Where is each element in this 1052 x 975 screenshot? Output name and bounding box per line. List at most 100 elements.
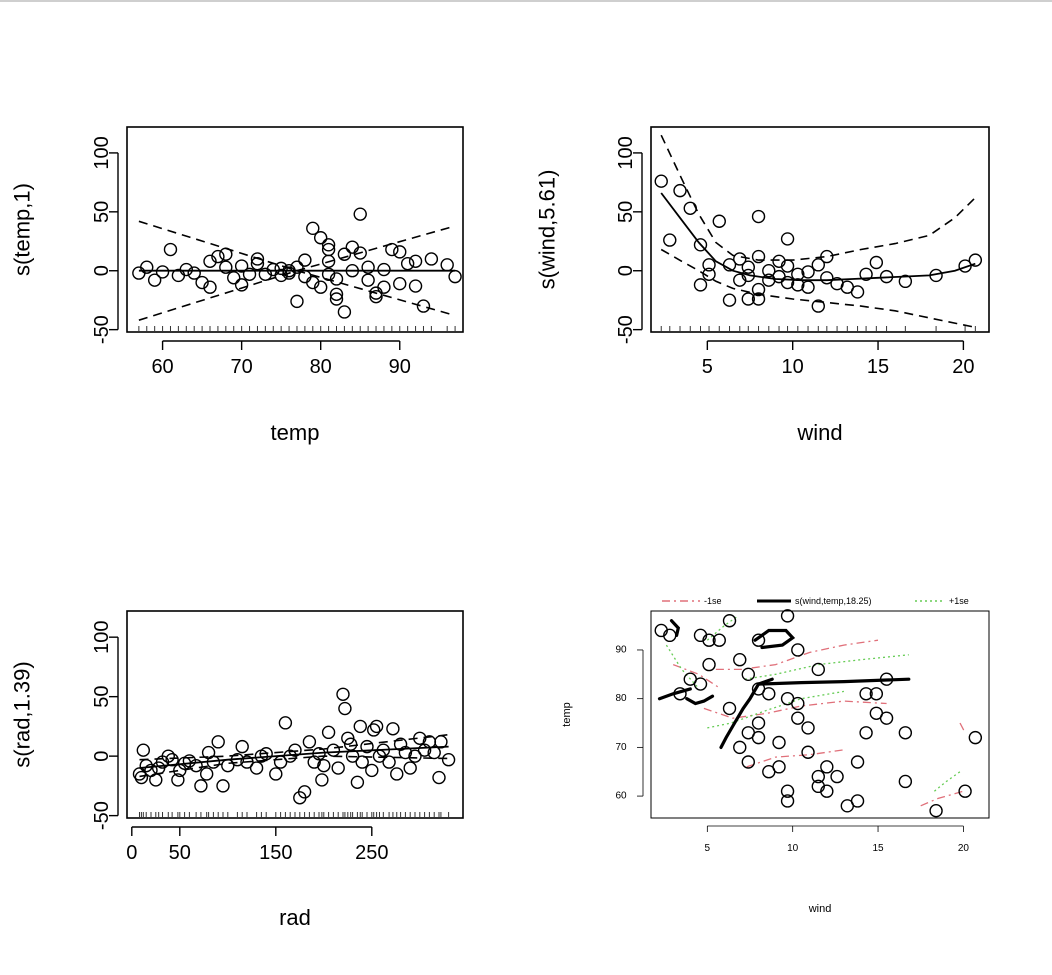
data-point xyxy=(408,279,423,293)
data-point xyxy=(772,735,786,750)
data-point xyxy=(321,725,336,740)
data-point xyxy=(791,711,805,725)
data-point xyxy=(369,289,383,304)
plot-frame xyxy=(650,126,990,333)
data-point xyxy=(398,745,413,760)
plot-frame xyxy=(126,610,464,819)
data-point xyxy=(733,740,747,755)
y-tick-label: 90 xyxy=(615,644,627,655)
data-point xyxy=(762,687,776,701)
data-point xyxy=(929,268,943,283)
plot-frame xyxy=(650,610,990,819)
data-point xyxy=(702,657,716,672)
data-point xyxy=(811,662,825,677)
data-point xyxy=(149,773,163,787)
data-point xyxy=(850,755,865,769)
y-tick-label: 50 xyxy=(91,686,113,708)
y-tick-label: 100 xyxy=(91,620,113,653)
data-point xyxy=(290,294,304,309)
data-point xyxy=(315,773,329,787)
y-tick-label: -50 xyxy=(91,315,113,344)
data-point xyxy=(219,247,233,261)
x-axis-label: wind xyxy=(796,420,842,445)
data-point xyxy=(434,735,448,749)
x-tick-label: 150 xyxy=(259,842,292,864)
data-point xyxy=(400,256,415,271)
data-point xyxy=(683,201,697,215)
data-point xyxy=(288,743,302,757)
data-point xyxy=(139,758,153,773)
data-point xyxy=(173,763,187,778)
legend-label: +1se xyxy=(949,596,969,606)
x-tick-label: 250 xyxy=(355,842,388,864)
data-point xyxy=(136,743,151,757)
x-tick-label: 90 xyxy=(389,356,411,378)
data-point xyxy=(741,755,756,769)
data-point xyxy=(361,260,375,274)
y-tick-label: 0 xyxy=(615,265,637,276)
data-point xyxy=(235,739,249,754)
y-tick-label: -50 xyxy=(615,315,637,344)
data-point xyxy=(259,747,273,761)
data-point xyxy=(791,696,805,711)
data-point xyxy=(654,174,668,188)
data-point xyxy=(165,753,179,767)
top-border xyxy=(0,0,1052,2)
data-point xyxy=(306,221,320,236)
y-tick-label: -50 xyxy=(91,801,113,830)
data-point xyxy=(140,260,154,274)
data-point xyxy=(780,784,795,798)
legend-label: -1se xyxy=(704,596,722,606)
data-point xyxy=(791,278,805,292)
data-point xyxy=(312,747,326,761)
data-point xyxy=(693,677,708,691)
data-point xyxy=(879,711,894,725)
data-point xyxy=(408,749,422,763)
data-point xyxy=(353,246,367,260)
data-point xyxy=(741,667,756,682)
x-tick-label: 10 xyxy=(787,843,799,854)
x-axis-label: wind xyxy=(808,903,832,915)
data-point xyxy=(329,272,344,286)
data-point xyxy=(780,609,795,623)
data-point xyxy=(274,261,288,276)
y-axis-label: temp xyxy=(561,702,573,726)
x-tick-label: 5 xyxy=(705,843,711,854)
data-point xyxy=(751,209,766,224)
data-point xyxy=(290,260,304,274)
plot-frame xyxy=(126,126,464,333)
contour-minus-1se xyxy=(920,790,964,807)
x-tick-label: 0 xyxy=(126,842,137,864)
chart-1: 60 70 80 90 -50 0 50 100 temp s(temp,1) xyxy=(10,126,464,445)
data-point xyxy=(365,763,379,778)
data-point xyxy=(441,753,456,767)
y-tick-label: 60 xyxy=(615,791,627,802)
data-point xyxy=(337,247,352,261)
chart-2: 5 10 15 20 -50 0 50 100 wind s(wind,5.61) xyxy=(535,126,990,445)
contour-plus-1se xyxy=(707,690,845,729)
data-point xyxy=(859,687,873,701)
data-point xyxy=(751,292,766,306)
data-point xyxy=(385,242,399,257)
data-point xyxy=(134,770,149,785)
data-point xyxy=(879,269,894,284)
data-point xyxy=(751,282,766,297)
data-point xyxy=(234,259,249,273)
data-point xyxy=(693,278,708,292)
data-point xyxy=(350,775,365,790)
contour-main xyxy=(685,694,715,706)
data-point xyxy=(234,278,249,292)
data-point xyxy=(801,280,815,294)
data-point xyxy=(722,258,737,272)
se-lower-line xyxy=(138,269,456,321)
data-point xyxy=(345,749,360,763)
data-point xyxy=(219,260,233,274)
data-point xyxy=(811,299,825,313)
data-point xyxy=(240,755,254,769)
y-tick-label: 80 xyxy=(615,693,627,704)
data-point xyxy=(230,753,245,767)
data-point xyxy=(801,745,815,759)
data-point xyxy=(663,233,677,247)
data-point xyxy=(820,271,834,285)
